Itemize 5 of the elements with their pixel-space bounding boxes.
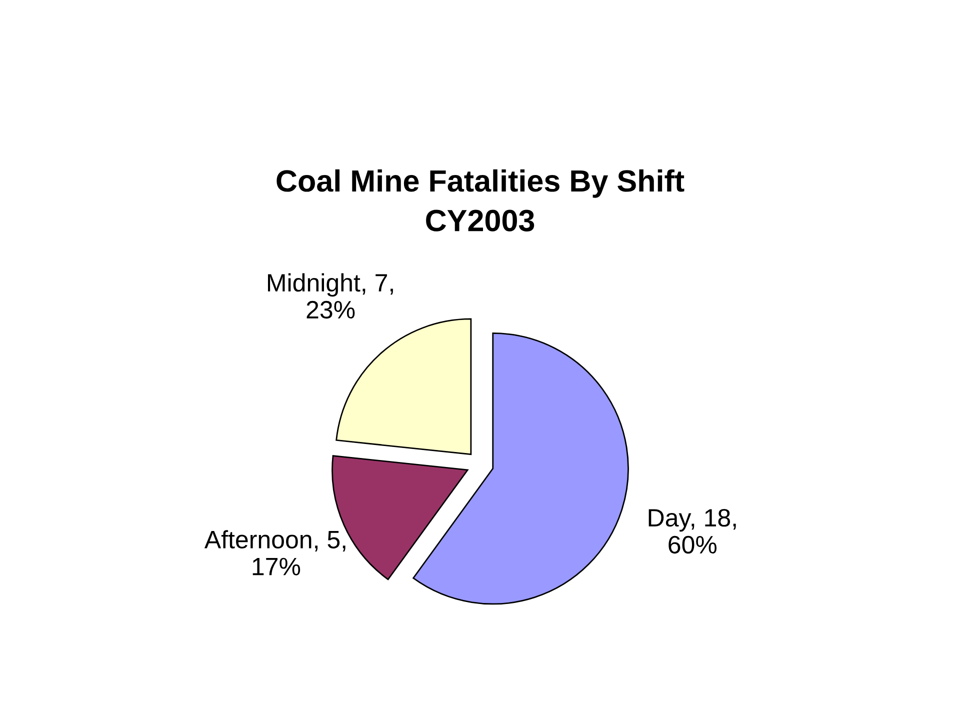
chart-title: Coal Mine Fatalities By Shift [276, 169, 684, 198]
slice-label: Day, 18, 60% [648, 508, 736, 554]
chart-subtitle: CY2003 [426, 210, 534, 232]
slice-label: Midnight, 7, 23% [268, 273, 393, 319]
slice-label: Afternoon, 5, 17% [204, 530, 346, 576]
